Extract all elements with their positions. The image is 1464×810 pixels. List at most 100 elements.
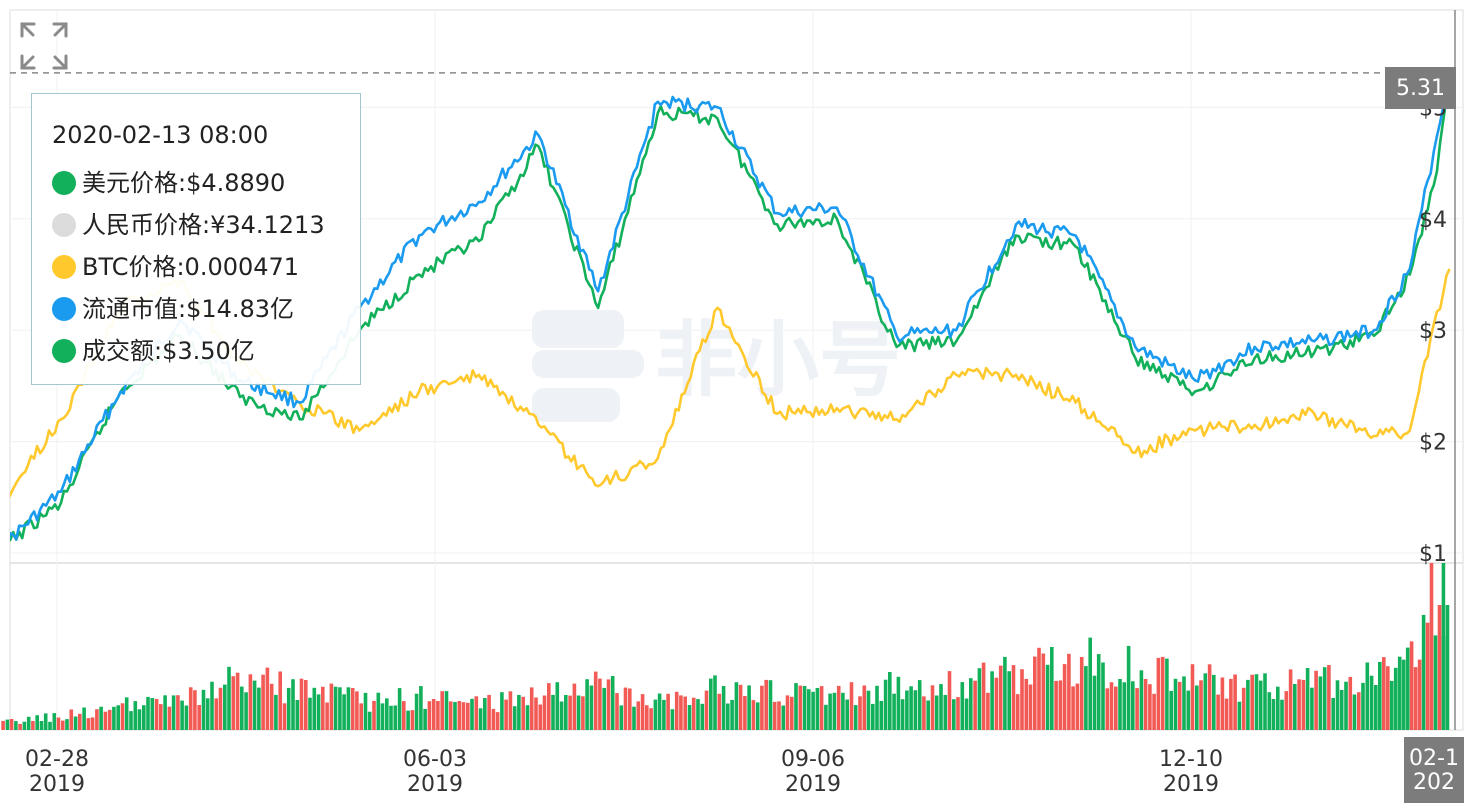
volume-bar (1331, 698, 1335, 730)
volume-bar (342, 694, 346, 730)
volume-bar (1126, 645, 1131, 730)
tooltip-row-cny: 人民币价格:¥34.1213 (52, 204, 360, 246)
volume-bar (1212, 674, 1216, 730)
chart-tooltip: 2020-02-13 08:00 美元价格:$4.8890 人民币价格:¥34.… (31, 93, 361, 385)
volume-bar (372, 700, 376, 730)
volume-bar (619, 705, 624, 730)
volume-bar (743, 696, 747, 730)
volume-bar (576, 695, 581, 730)
volume-bar (402, 701, 406, 730)
volume-bar (410, 710, 415, 730)
volume-bar (1389, 680, 1394, 730)
volume-bar (734, 682, 739, 730)
volume-bar (461, 702, 466, 730)
volume-bar (832, 692, 837, 730)
legend-dot (52, 255, 76, 279)
x-tick-year: 2019 (407, 772, 463, 797)
volume-bar (1177, 681, 1182, 730)
volume-bar (994, 677, 999, 730)
volume-bar (589, 685, 594, 730)
volume-bar (474, 696, 479, 730)
volume-bar (755, 702, 760, 730)
volume-bar (615, 693, 619, 730)
volume-bar (1203, 673, 1208, 730)
volume-bar (683, 696, 687, 730)
volume-bar (508, 691, 513, 730)
volume-bar (1165, 658, 1169, 730)
volume-bar (871, 703, 875, 730)
volume-bar (930, 685, 935, 730)
volume-bar (1011, 665, 1016, 730)
volume-bar (90, 717, 95, 730)
y-tick-label: $1 (1419, 542, 1447, 567)
volume-bar (466, 702, 470, 730)
volume-bar (129, 711, 133, 730)
volume-bar (99, 706, 103, 730)
volume-bar (389, 705, 393, 730)
volume-bar (495, 712, 500, 730)
volume-bar (1397, 656, 1402, 730)
volume-bar (436, 701, 440, 730)
volume-bar (542, 695, 547, 730)
x-tick-label: 02-28 (25, 747, 89, 772)
volume-bar (811, 691, 815, 730)
volume-bar (282, 703, 287, 730)
volume-bar (824, 704, 828, 730)
volume-bar (1344, 681, 1348, 730)
volume-bar (1254, 674, 1259, 730)
volume-bar (922, 696, 926, 730)
volume-bar (1075, 683, 1080, 730)
volume-bar (1109, 682, 1114, 730)
y-tick-label: $3 (1419, 319, 1447, 344)
volume-bar (1216, 694, 1220, 730)
volume-bar (657, 693, 662, 730)
volume-bar (252, 680, 257, 730)
volume-bar (1, 720, 5, 730)
volume-bar (853, 705, 858, 730)
volume-bar (393, 705, 398, 730)
volume-bar (1280, 699, 1284, 730)
volume-bar (713, 675, 717, 730)
volume-bar (440, 691, 444, 730)
volume-bar (1441, 563, 1446, 730)
volume-bar (1131, 681, 1135, 730)
volume-bar (103, 711, 108, 730)
volume-bar (1135, 688, 1139, 730)
watermark-logo-bar (532, 350, 644, 378)
volume-bar (747, 685, 751, 730)
volume-bar (414, 693, 419, 730)
volume-bar (1318, 676, 1323, 730)
volume-bar (802, 686, 807, 730)
volume-bar (512, 706, 517, 730)
volume-bar (274, 694, 278, 730)
volume-bar (1314, 670, 1318, 730)
volume-bar (227, 666, 231, 730)
volume-bar (1028, 684, 1033, 730)
volume-bar (18, 723, 22, 730)
volume-bar (1393, 667, 1398, 730)
volume-bar (1190, 664, 1195, 730)
volume-bar (78, 713, 82, 730)
volume-bar (807, 689, 811, 730)
volume-bar (321, 686, 325, 730)
volume-bar (1322, 667, 1327, 730)
volume-bar (205, 698, 210, 730)
volume-bar (1195, 685, 1199, 730)
volume-bar (1139, 670, 1144, 730)
volume-bar (1050, 647, 1054, 730)
fullscreen-icon[interactable] (18, 20, 70, 72)
volume-bar (69, 709, 74, 730)
volume-bar (1220, 677, 1225, 730)
volume-bar (487, 694, 491, 730)
volume-bar (700, 703, 705, 730)
volume-bar (709, 678, 713, 730)
volume-bar (1079, 657, 1084, 730)
volume-bar (431, 699, 436, 730)
volume-bar (1122, 682, 1127, 730)
volume-bar (312, 687, 317, 730)
volume-bar (163, 695, 167, 730)
volume-bar (947, 671, 952, 730)
volume-bar (223, 684, 227, 730)
volume-bar (1258, 680, 1263, 730)
volume-bar (1237, 701, 1242, 730)
